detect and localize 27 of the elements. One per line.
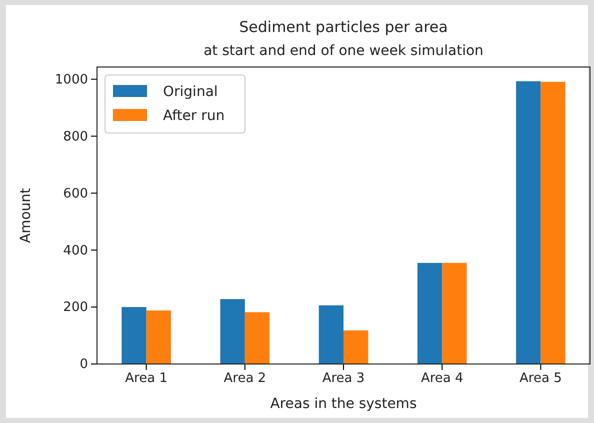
bar xyxy=(220,299,245,364)
chart-title: Sediment particles per area xyxy=(239,18,448,36)
y-tick-label: 600 xyxy=(63,186,88,202)
x-axis-title: Areas in the systems xyxy=(270,396,417,412)
bar xyxy=(516,81,541,364)
x-tick-label: Area 1 xyxy=(125,371,168,386)
y-axis-title: Amount xyxy=(18,187,34,244)
chart-subtitle: at start and end of one week simulation xyxy=(204,43,484,59)
y-tick-label: 800 xyxy=(63,129,88,144)
bar xyxy=(318,305,344,364)
y-tick-label: 400 xyxy=(63,243,88,258)
x-tick-label: Area 5 xyxy=(520,371,562,386)
y-tick-label: 0 xyxy=(80,357,88,372)
x-tick-label: Area 2 xyxy=(224,371,266,386)
bar xyxy=(344,330,368,364)
x-tick-label: Area 4 xyxy=(420,371,464,386)
y-tick-label: 200 xyxy=(63,300,88,316)
bar xyxy=(244,312,270,364)
bar xyxy=(417,262,442,364)
y-tick-label: 1000 xyxy=(54,72,88,88)
legend-label: After run xyxy=(163,108,225,124)
bar xyxy=(540,82,566,364)
bar xyxy=(442,262,467,364)
x-tick-label: Area 3 xyxy=(322,371,365,386)
bar xyxy=(122,307,146,364)
bar xyxy=(146,310,171,364)
legend-label: Original xyxy=(163,84,218,100)
